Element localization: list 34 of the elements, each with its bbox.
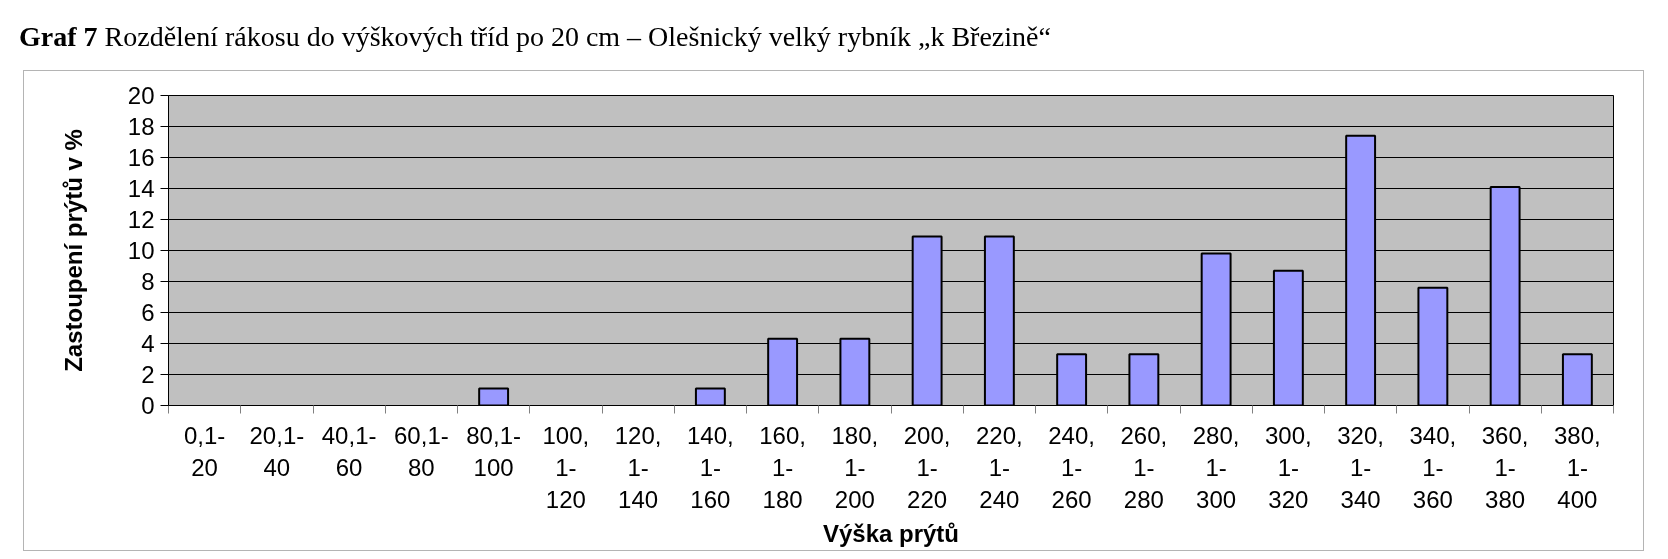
x-tick-label: 340,1-360 — [1409, 421, 1457, 514]
x-tick-label: 100,1-120 — [542, 421, 590, 514]
x-tick-label: 220,1-240 — [976, 421, 1023, 514]
x-tick-label: 80,1-100 — [466, 421, 521, 481]
x-tick-label: 240,1-260 — [1048, 421, 1095, 514]
x-tick-label: 20,1-40 — [249, 421, 305, 481]
y-tick-label: 4 — [141, 330, 155, 357]
x-tick-label: 120,1-140 — [614, 421, 662, 514]
y-tick-label: 18 — [127, 113, 155, 140]
x-tick-label: 200,1-220 — [903, 421, 951, 514]
x-tick-label: 160,1-180 — [759, 421, 806, 514]
y-tick-label: 8 — [141, 268, 155, 295]
y-tick-label: 2 — [141, 361, 155, 388]
x-axis-title: Výška prýtů — [822, 520, 960, 548]
y-tick-label: 20 — [127, 82, 155, 109]
y-tick-label: 12 — [127, 206, 155, 233]
x-tick-label: 360,1-380 — [1481, 421, 1529, 514]
x-tick-label: 180,1-200 — [831, 421, 879, 514]
y-tick-label: 14 — [127, 175, 155, 202]
x-tick-label: 320,1-340 — [1337, 421, 1384, 514]
x-tick-label: 40,1-60 — [321, 421, 377, 481]
x-tick-label: 260,1-280 — [1120, 421, 1168, 514]
y-axis-title: Zastoupení prýtů v % — [59, 129, 87, 372]
x-tick-label: 0,1-20 — [183, 421, 226, 481]
y-tick-label: 0 — [141, 392, 155, 419]
x-tick-label: 280,1-300 — [1192, 421, 1240, 514]
x-tick-label: 60,1-80 — [394, 421, 449, 481]
x-tick-label: 380,1-400 — [1554, 421, 1601, 514]
y-tick-label: 16 — [127, 144, 155, 171]
chart-title: Graf 7 Rozdělení rákosu do výškových tříd po 20 cm – Olešnický velký rybník „k Březině“ — [19, 20, 1051, 54]
y-tick-label: 10 — [127, 237, 155, 264]
x-tick-label: 140,1-160 — [687, 421, 734, 514]
y-tick-label: 6 — [141, 299, 155, 326]
x-tick-label: 300,1-320 — [1265, 421, 1312, 514]
